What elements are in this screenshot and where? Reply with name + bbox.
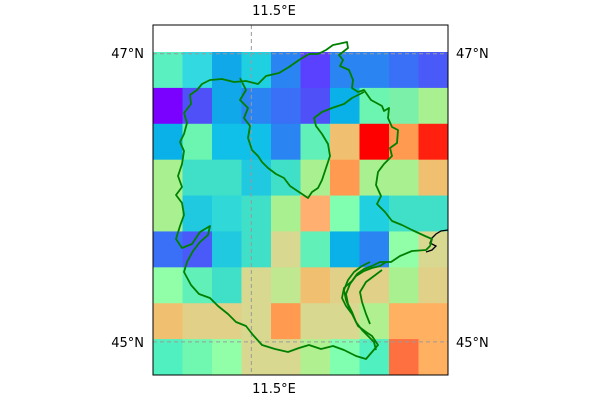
grid-cell xyxy=(300,339,331,375)
lat-tick-label-right-47: 47°N xyxy=(456,47,489,62)
grid-cell xyxy=(153,52,183,89)
grid-cell xyxy=(153,195,183,232)
grid-cell xyxy=(300,87,331,125)
grid-cell xyxy=(212,195,242,232)
grid-cell xyxy=(300,195,331,232)
grid-cell xyxy=(182,123,213,161)
grid-cell xyxy=(182,195,213,232)
grid-cell xyxy=(241,267,272,304)
grid-cell xyxy=(330,123,360,161)
grid-cell xyxy=(300,303,331,340)
grid-cell xyxy=(182,303,213,340)
lat-tick-label-left-47: 47°N xyxy=(111,47,144,62)
grid-cell xyxy=(153,339,183,375)
grid-cell xyxy=(153,87,183,125)
grid-cell xyxy=(418,159,448,197)
grid-cell xyxy=(359,52,390,89)
grid-cell xyxy=(271,87,301,125)
grid-cell xyxy=(300,231,331,268)
grid-cell xyxy=(182,159,213,197)
region-outline xyxy=(175,41,433,360)
grid-cell xyxy=(330,159,360,197)
grid-cell xyxy=(241,159,272,197)
grid-cell xyxy=(271,303,301,340)
grid-cell xyxy=(418,123,448,161)
grid-cell xyxy=(271,339,301,375)
grid-cell xyxy=(241,339,272,375)
grid-cell xyxy=(153,303,183,340)
grid-cell xyxy=(212,159,242,197)
grid-cell xyxy=(389,87,419,125)
lat-tick-label-right-45: 45°N xyxy=(456,336,489,351)
grid-cell xyxy=(182,267,213,304)
grid-cell xyxy=(212,123,242,161)
grid-cell xyxy=(330,195,360,232)
grid-cell xyxy=(212,231,242,268)
grid-cell xyxy=(389,52,419,89)
grid-cell xyxy=(182,339,213,375)
grid-cell xyxy=(389,267,419,304)
grid-cell xyxy=(418,303,448,340)
grid-cell xyxy=(359,159,390,197)
grid-cell-layer xyxy=(153,52,448,375)
grid-cell xyxy=(389,231,419,268)
grid-cell xyxy=(271,52,301,89)
grid-cell xyxy=(300,52,331,89)
grid-cell xyxy=(271,231,301,268)
grid-cell xyxy=(241,52,272,89)
grid-cell xyxy=(241,231,272,268)
lagoon-outline xyxy=(343,261,387,351)
grid-cell xyxy=(359,123,390,161)
grid-cell xyxy=(418,195,448,232)
grid-cell xyxy=(389,123,419,161)
grid-cell xyxy=(330,339,360,375)
grid-cell xyxy=(182,87,213,125)
grid-cell xyxy=(271,267,301,304)
grid-cell xyxy=(330,231,360,268)
grid-cell xyxy=(418,339,448,375)
grid-cell xyxy=(212,52,242,89)
grid-cell xyxy=(241,303,272,340)
grid-cell xyxy=(359,87,390,125)
grid-cell xyxy=(212,339,242,375)
grid-cell xyxy=(271,195,301,232)
grid-cell xyxy=(241,195,272,232)
grid-cell xyxy=(330,87,360,125)
grid-cell xyxy=(418,267,448,304)
grid-cell xyxy=(153,123,183,161)
grid-cell xyxy=(418,87,448,125)
lon-tick-label-top: 11.5°E xyxy=(252,4,296,19)
grid-cell xyxy=(153,231,183,268)
grid-cell xyxy=(212,303,242,340)
map-frame xyxy=(152,24,449,376)
grid-cell xyxy=(418,52,448,89)
grid-cell xyxy=(389,159,419,197)
grid-cell xyxy=(389,339,419,375)
lat-tick-label-left-45: 45°N xyxy=(111,336,144,351)
grid-cell xyxy=(330,52,360,89)
gridlines xyxy=(153,25,448,375)
lon-tick-label-bottom: 11.5°E xyxy=(252,382,296,397)
grid-cell xyxy=(271,123,301,161)
grid-cell xyxy=(389,303,419,340)
grid-cell xyxy=(212,87,242,125)
grid-cell xyxy=(212,267,242,304)
grid-cell xyxy=(300,267,331,304)
grid-cell xyxy=(359,195,390,232)
grid-cell xyxy=(153,267,183,304)
grid-cell xyxy=(300,123,331,161)
grid-cell xyxy=(182,52,213,89)
